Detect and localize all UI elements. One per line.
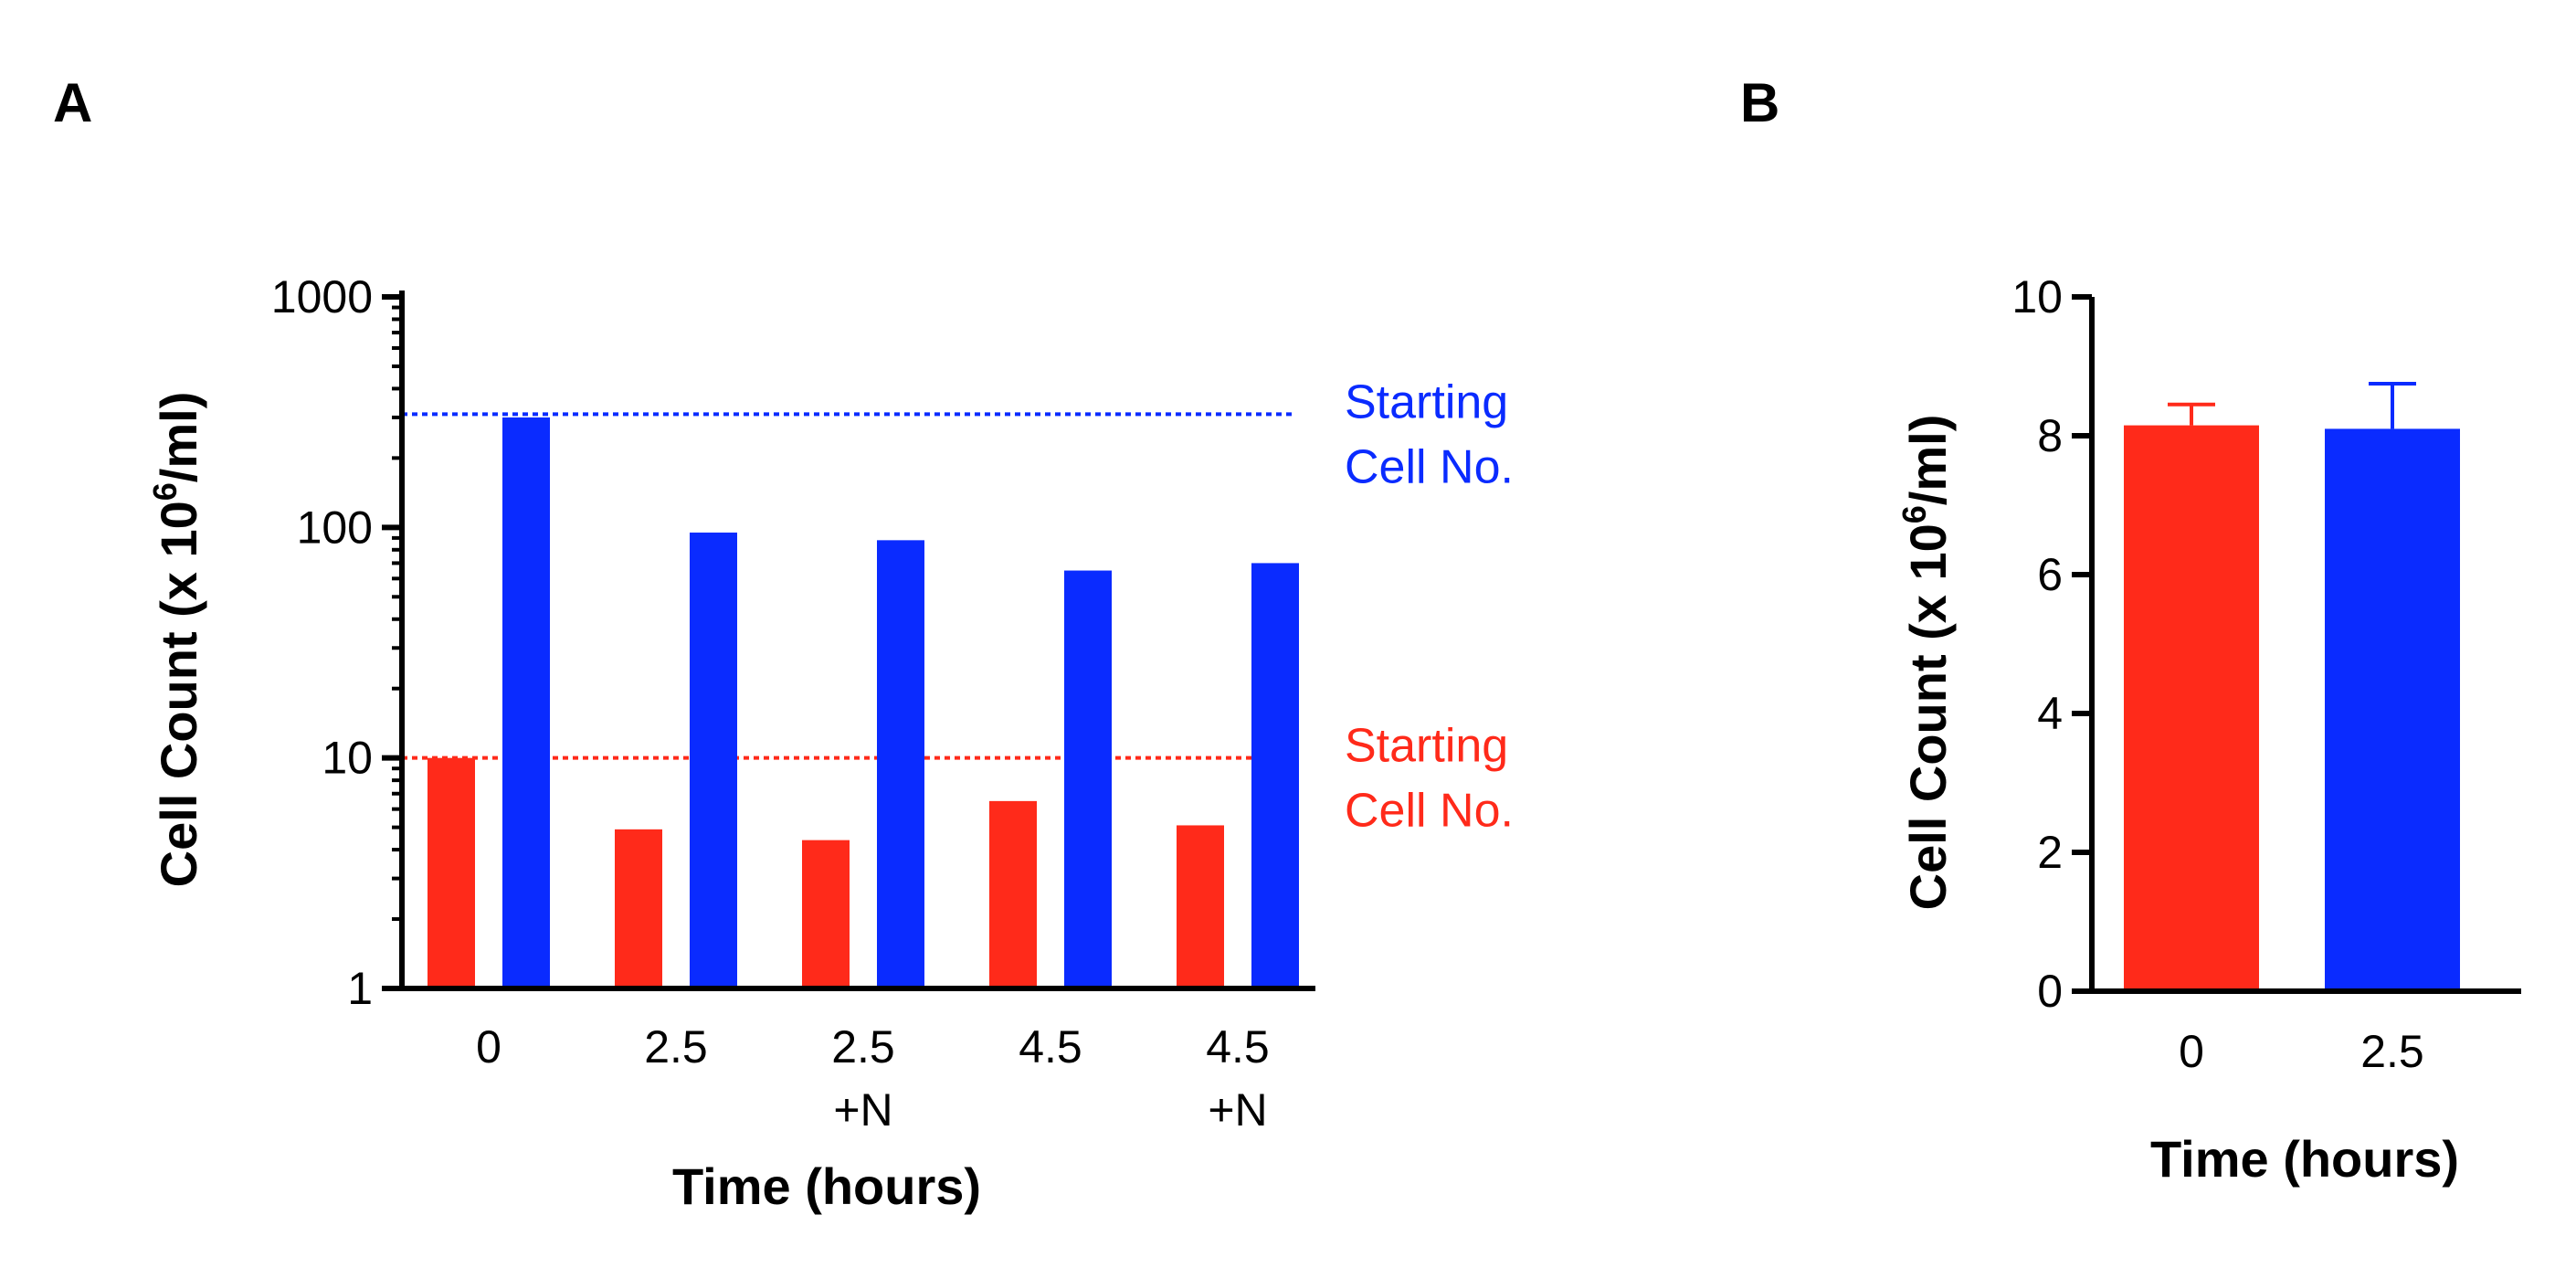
y-tick-label: 1 — [347, 963, 373, 1014]
x-tick-label: 4.5 — [1206, 1021, 1270, 1073]
reference-label-line1: Starting — [1345, 720, 1508, 773]
x-tick-label: 2.5 — [2360, 1026, 2424, 1077]
y-tick-label: 100 — [297, 502, 373, 553]
y-tick-label: 10 — [322, 733, 373, 784]
chart-b-x-title: Time (hours) — [2150, 1130, 2459, 1188]
bar — [2124, 425, 2259, 992]
bar-red — [615, 829, 662, 988]
chart-a-y-ticks: 1 10 100 1000 — [271, 271, 402, 1014]
bar-red — [1177, 825, 1224, 988]
chart-b-bars — [2124, 382, 2460, 992]
bar-blue — [877, 540, 924, 988]
y-tick-label: 0 — [2037, 966, 2063, 1017]
x-tick-label-sub: +N — [833, 1084, 892, 1136]
x-tick-label: 0 — [2179, 1026, 2204, 1077]
chart-b-y-ticks: 0 2 4 6 8 10 — [2011, 271, 2092, 1017]
bar-blue — [1064, 570, 1112, 988]
chart-a: 1 10 100 1000 Starting Cell No. Starting Cell … — [146, 271, 1514, 1215]
x-tick-label: 2.5 — [644, 1021, 708, 1073]
chart-a-reference-lines: Starting Cell No. Starting Cell No. — [402, 375, 1514, 838]
x-tick-label: 2.5 — [831, 1021, 895, 1073]
bar-blue — [690, 532, 737, 988]
chart-b-x-labels: 0 2.5 — [2179, 1026, 2424, 1077]
y-tick-label: 2 — [2037, 827, 2063, 878]
reference-label-line1: Starting — [1345, 375, 1508, 428]
chart-a-x-title: Time (hours) — [672, 1157, 981, 1215]
chart-a-x-labels: 0 2.5 2.5 +N 4.5 4.5 +N — [476, 1021, 1270, 1136]
panel-a-label: A — [53, 72, 92, 133]
bar-red — [989, 800, 1037, 988]
x-tick-label: 0 — [476, 1021, 501, 1073]
chart-b-y-title: Cell Count (x 106/ml) — [1895, 415, 1957, 911]
y-tick-label: 4 — [2037, 688, 2063, 739]
chart-a-y-title: Cell Count (x 106/ml) — [146, 392, 207, 888]
chart-a-bars — [428, 417, 1299, 989]
bar-blue — [502, 417, 550, 989]
panel-b-label: B — [1740, 72, 1779, 133]
x-tick-label: 4.5 — [1019, 1021, 1082, 1073]
bar-red — [428, 757, 475, 988]
y-tick-label: 1000 — [271, 271, 373, 322]
y-tick-label: 10 — [2011, 271, 2063, 322]
y-tick-label: 6 — [2037, 549, 2063, 600]
x-tick-label-sub: +N — [1208, 1084, 1267, 1136]
bar-red — [802, 840, 850, 988]
y-tick-label: 8 — [2037, 410, 2063, 461]
bar — [2325, 428, 2460, 991]
reference-label-line2: Cell No. — [1345, 440, 1514, 493]
reference-label-line2: Cell No. — [1345, 785, 1514, 838]
bar-blue — [1251, 563, 1299, 988]
